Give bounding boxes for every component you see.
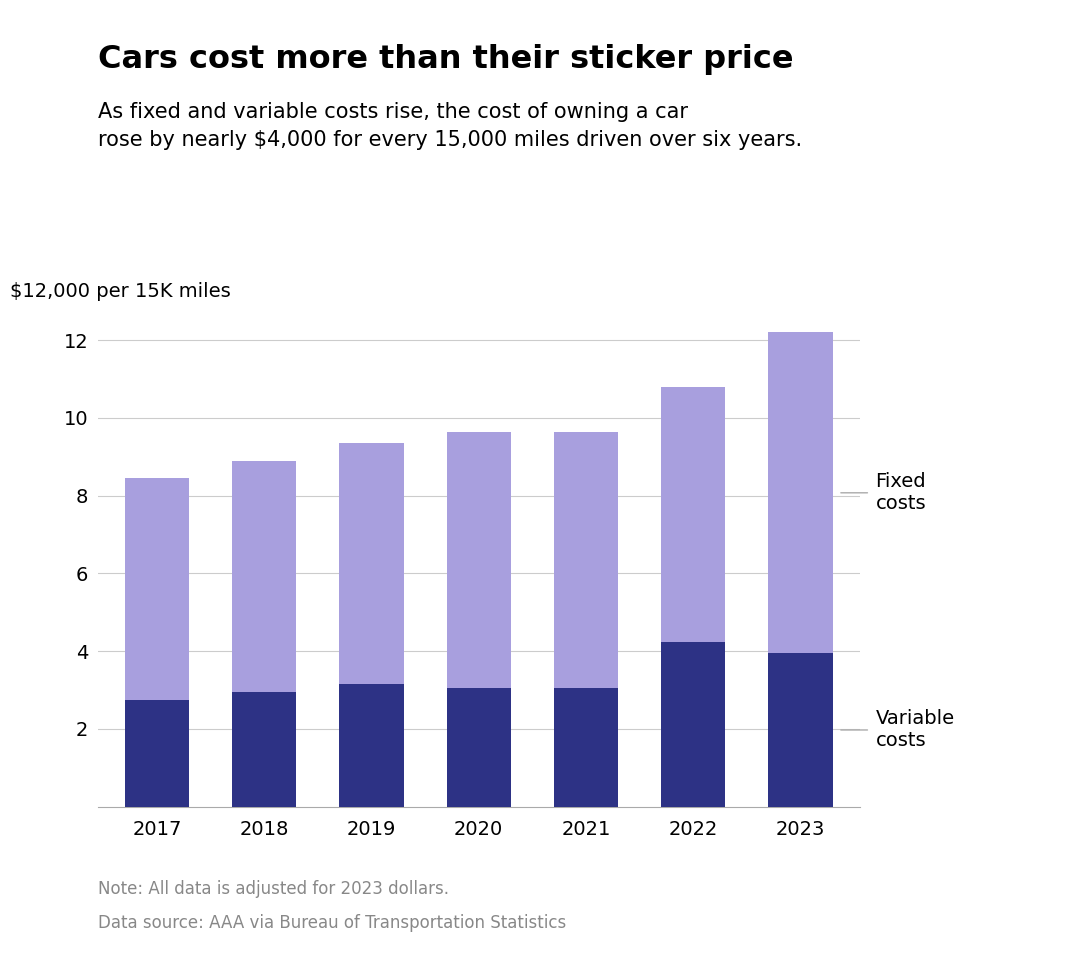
Bar bbox=[662, 642, 726, 807]
Text: As fixed and variable costs rise, the cost of owning a car
rose by nearly $4,000: As fixed and variable costs rise, the co… bbox=[98, 102, 802, 150]
Text: Variable
costs: Variable costs bbox=[876, 710, 955, 750]
Bar bbox=[125, 700, 189, 807]
Bar bbox=[232, 692, 296, 807]
Text: $12,000 per 15K miles: $12,000 per 15K miles bbox=[11, 282, 231, 301]
Bar bbox=[339, 443, 404, 684]
Bar bbox=[125, 478, 189, 700]
Bar bbox=[446, 688, 511, 807]
Text: Fixed
costs: Fixed costs bbox=[876, 472, 926, 513]
Bar bbox=[662, 387, 726, 642]
Text: Data source: AAA via Bureau of Transportation Statistics: Data source: AAA via Bureau of Transport… bbox=[98, 914, 566, 932]
Bar bbox=[554, 688, 618, 807]
Bar bbox=[554, 432, 618, 688]
Bar bbox=[446, 432, 511, 688]
Bar bbox=[232, 461, 296, 692]
Bar bbox=[768, 332, 832, 653]
Text: Cars cost more than their sticker price: Cars cost more than their sticker price bbox=[98, 44, 793, 75]
Bar bbox=[768, 653, 832, 807]
Bar bbox=[339, 684, 404, 807]
Text: Note: All data is adjusted for 2023 dollars.: Note: All data is adjusted for 2023 doll… bbox=[98, 880, 449, 898]
